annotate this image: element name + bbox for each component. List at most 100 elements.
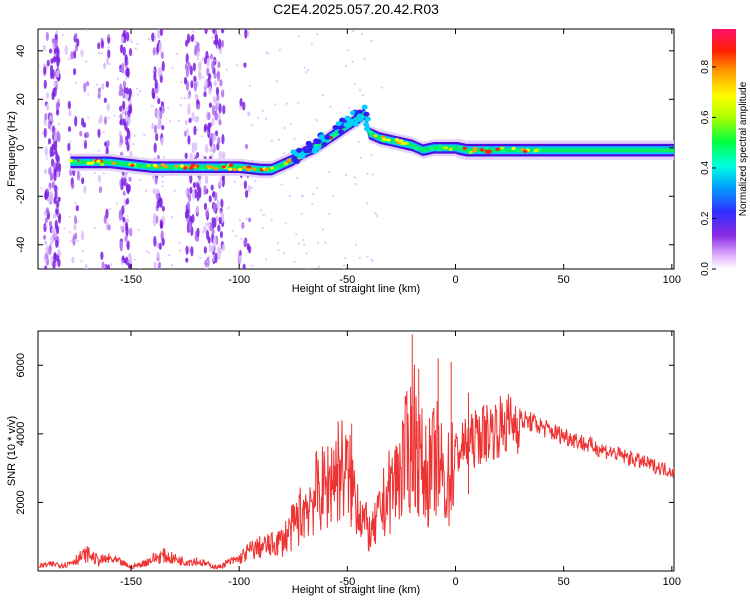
noise-speck bbox=[180, 97, 183, 100]
noise-speck bbox=[247, 184, 251, 193]
noise-speck bbox=[201, 230, 205, 234]
y-tick-label: 2000 bbox=[15, 490, 27, 514]
noise-speck bbox=[44, 112, 48, 121]
noise-speck bbox=[196, 99, 200, 105]
noise-speck bbox=[211, 104, 216, 116]
noise-speck bbox=[342, 264, 346, 267]
noise-speck bbox=[107, 49, 111, 59]
noise-speck bbox=[52, 130, 56, 136]
noise-speck bbox=[72, 50, 77, 59]
noise-speck bbox=[205, 260, 209, 264]
noise-speck bbox=[217, 136, 221, 145]
noise-speck bbox=[239, 97, 243, 107]
ridge-blob bbox=[335, 121, 342, 127]
noise-speck bbox=[354, 182, 357, 186]
noise-speck bbox=[218, 47, 222, 55]
noise-speck bbox=[74, 201, 77, 205]
noise-speck bbox=[76, 38, 80, 47]
noise-speck bbox=[185, 245, 189, 255]
noise-speck bbox=[303, 66, 306, 69]
noise-speck bbox=[211, 191, 216, 198]
noise-speck bbox=[44, 265, 48, 269]
y-tick-label: -20 bbox=[15, 188, 27, 204]
noise-speck bbox=[248, 84, 252, 87]
ridge-peak bbox=[437, 144, 442, 148]
noise-speck bbox=[218, 150, 222, 160]
noise-speck bbox=[104, 141, 108, 147]
noise-speck bbox=[203, 91, 207, 98]
noise-speck bbox=[57, 132, 61, 143]
noise-speck bbox=[221, 29, 225, 34]
ridge-peak bbox=[448, 147, 453, 152]
noise-speck bbox=[254, 179, 257, 183]
ridge-peak bbox=[228, 163, 234, 167]
noise-speck bbox=[211, 245, 215, 253]
noise-speck bbox=[297, 35, 301, 38]
ridge-peak bbox=[274, 167, 280, 171]
noise-speck bbox=[54, 128, 58, 131]
noise-speck bbox=[227, 206, 231, 210]
noise-speck bbox=[124, 135, 129, 146]
noise-speck bbox=[54, 184, 58, 193]
noise-speck bbox=[122, 80, 127, 89]
noise-speck bbox=[105, 146, 109, 156]
noise-speck bbox=[270, 139, 273, 143]
noise-speck bbox=[99, 114, 103, 124]
noise-speck bbox=[213, 59, 216, 62]
ridge-mid bbox=[70, 110, 674, 174]
noise-speck bbox=[167, 253, 171, 257]
noise-speck bbox=[218, 103, 222, 114]
noise-speck bbox=[156, 241, 160, 249]
noise-speck bbox=[119, 119, 123, 126]
snr-x-label: Height of straight line (km) bbox=[292, 584, 420, 596]
noise-speck bbox=[219, 210, 222, 214]
noise-speck bbox=[311, 202, 314, 205]
noise-speck bbox=[343, 257, 347, 260]
noise-speck bbox=[126, 214, 129, 218]
noise-speck bbox=[215, 215, 219, 222]
colorbar-tick-label: 0.4 bbox=[700, 161, 711, 175]
noise-speck bbox=[264, 117, 268, 121]
noise-speck bbox=[160, 101, 165, 108]
noise-speck bbox=[48, 182, 52, 189]
noise-speck bbox=[127, 116, 131, 125]
noise-speck bbox=[233, 180, 237, 184]
noise-speck bbox=[123, 177, 127, 187]
noise-speck bbox=[280, 183, 283, 186]
noise-speck bbox=[124, 57, 128, 68]
noise-speck bbox=[342, 267, 346, 269]
noise-speck bbox=[375, 214, 379, 218]
noise-speck bbox=[45, 157, 49, 160]
noise-speck bbox=[277, 138, 281, 141]
noise-speck bbox=[218, 216, 222, 225]
noise-speck bbox=[126, 128, 131, 140]
ridge-blob bbox=[324, 134, 331, 140]
noise-speck bbox=[133, 134, 137, 137]
noise-speck bbox=[361, 94, 365, 97]
noise-speck bbox=[138, 89, 142, 93]
noise-speck bbox=[97, 149, 100, 152]
noise-speck bbox=[43, 74, 46, 77]
noise-speck bbox=[217, 224, 221, 232]
noise-speck bbox=[185, 53, 189, 64]
noise-speck bbox=[217, 252, 221, 260]
noise-speck bbox=[157, 29, 161, 39]
colorbar-ticks: 0.0 0.2 0.4 0.6 0.8 bbox=[700, 60, 716, 276]
noise-speck bbox=[49, 114, 53, 122]
noise-speck bbox=[68, 230, 72, 234]
noise-speck bbox=[72, 68, 77, 76]
noise-speck bbox=[244, 189, 249, 199]
noise-speck bbox=[55, 108, 60, 116]
ridge-peak bbox=[174, 164, 179, 168]
noise-speck bbox=[187, 135, 191, 145]
noise-speck bbox=[106, 103, 110, 112]
ridge-peak bbox=[398, 139, 404, 143]
noise-speck bbox=[43, 79, 47, 89]
noise-speck bbox=[54, 39, 58, 49]
noise-speck bbox=[84, 263, 88, 269]
noise-speck bbox=[137, 228, 140, 232]
noise-speck bbox=[204, 78, 208, 90]
noise-speck bbox=[261, 109, 265, 112]
noise-speck bbox=[72, 234, 76, 246]
ridge-peak bbox=[232, 167, 238, 172]
